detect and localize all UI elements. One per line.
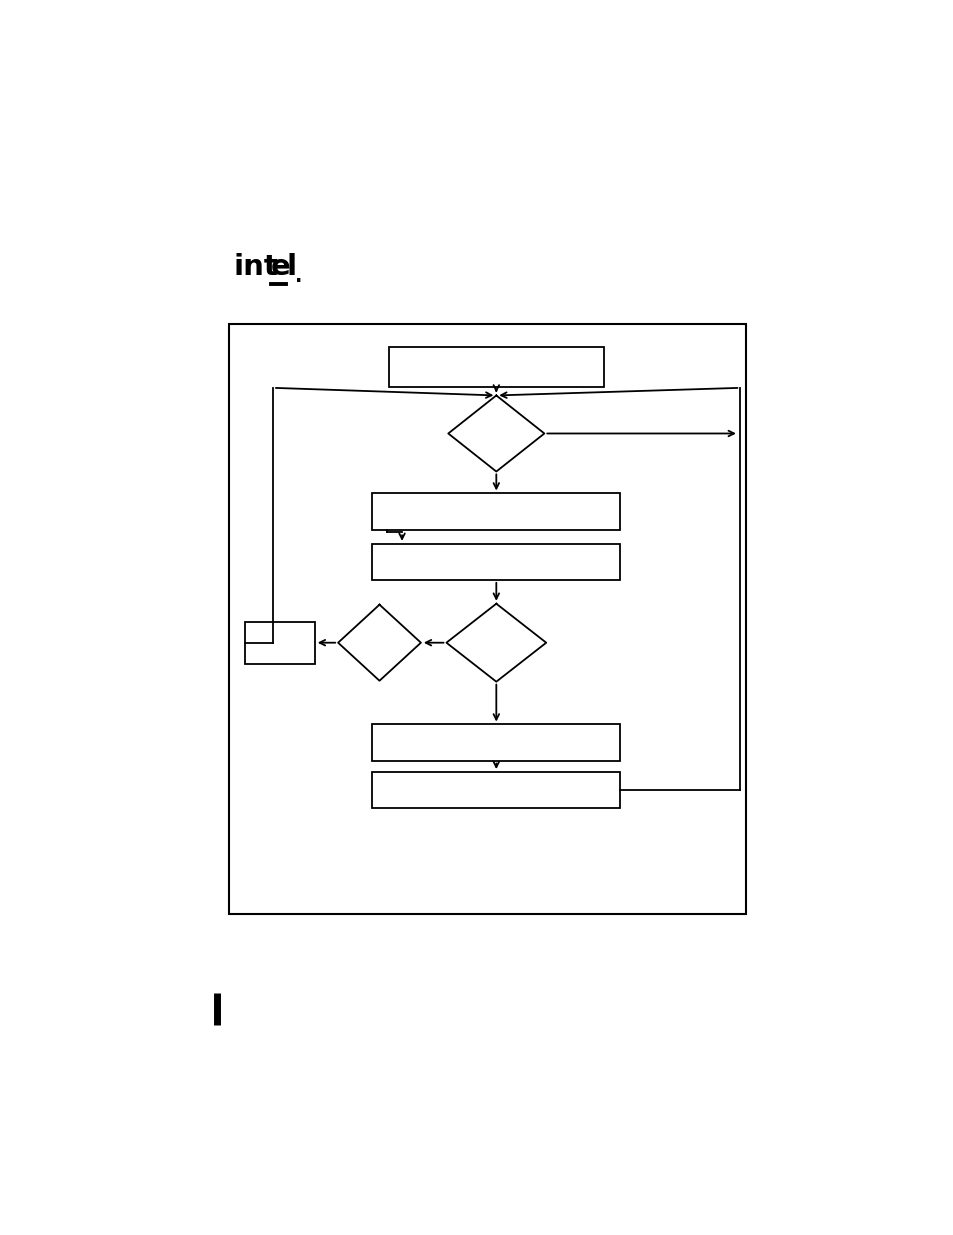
Polygon shape [446, 604, 546, 682]
Bar [229, 324, 745, 914]
Text: int: int [233, 253, 278, 282]
Polygon shape [448, 395, 544, 472]
Bar [389, 347, 603, 387]
Polygon shape [337, 605, 420, 680]
Text: .: . [294, 267, 302, 287]
Bar [372, 772, 619, 808]
Bar [372, 494, 619, 530]
Bar [372, 725, 619, 761]
Text: e: e [271, 253, 291, 282]
Bar [244, 621, 314, 663]
Bar [372, 543, 619, 580]
Text: l: l [286, 253, 296, 282]
